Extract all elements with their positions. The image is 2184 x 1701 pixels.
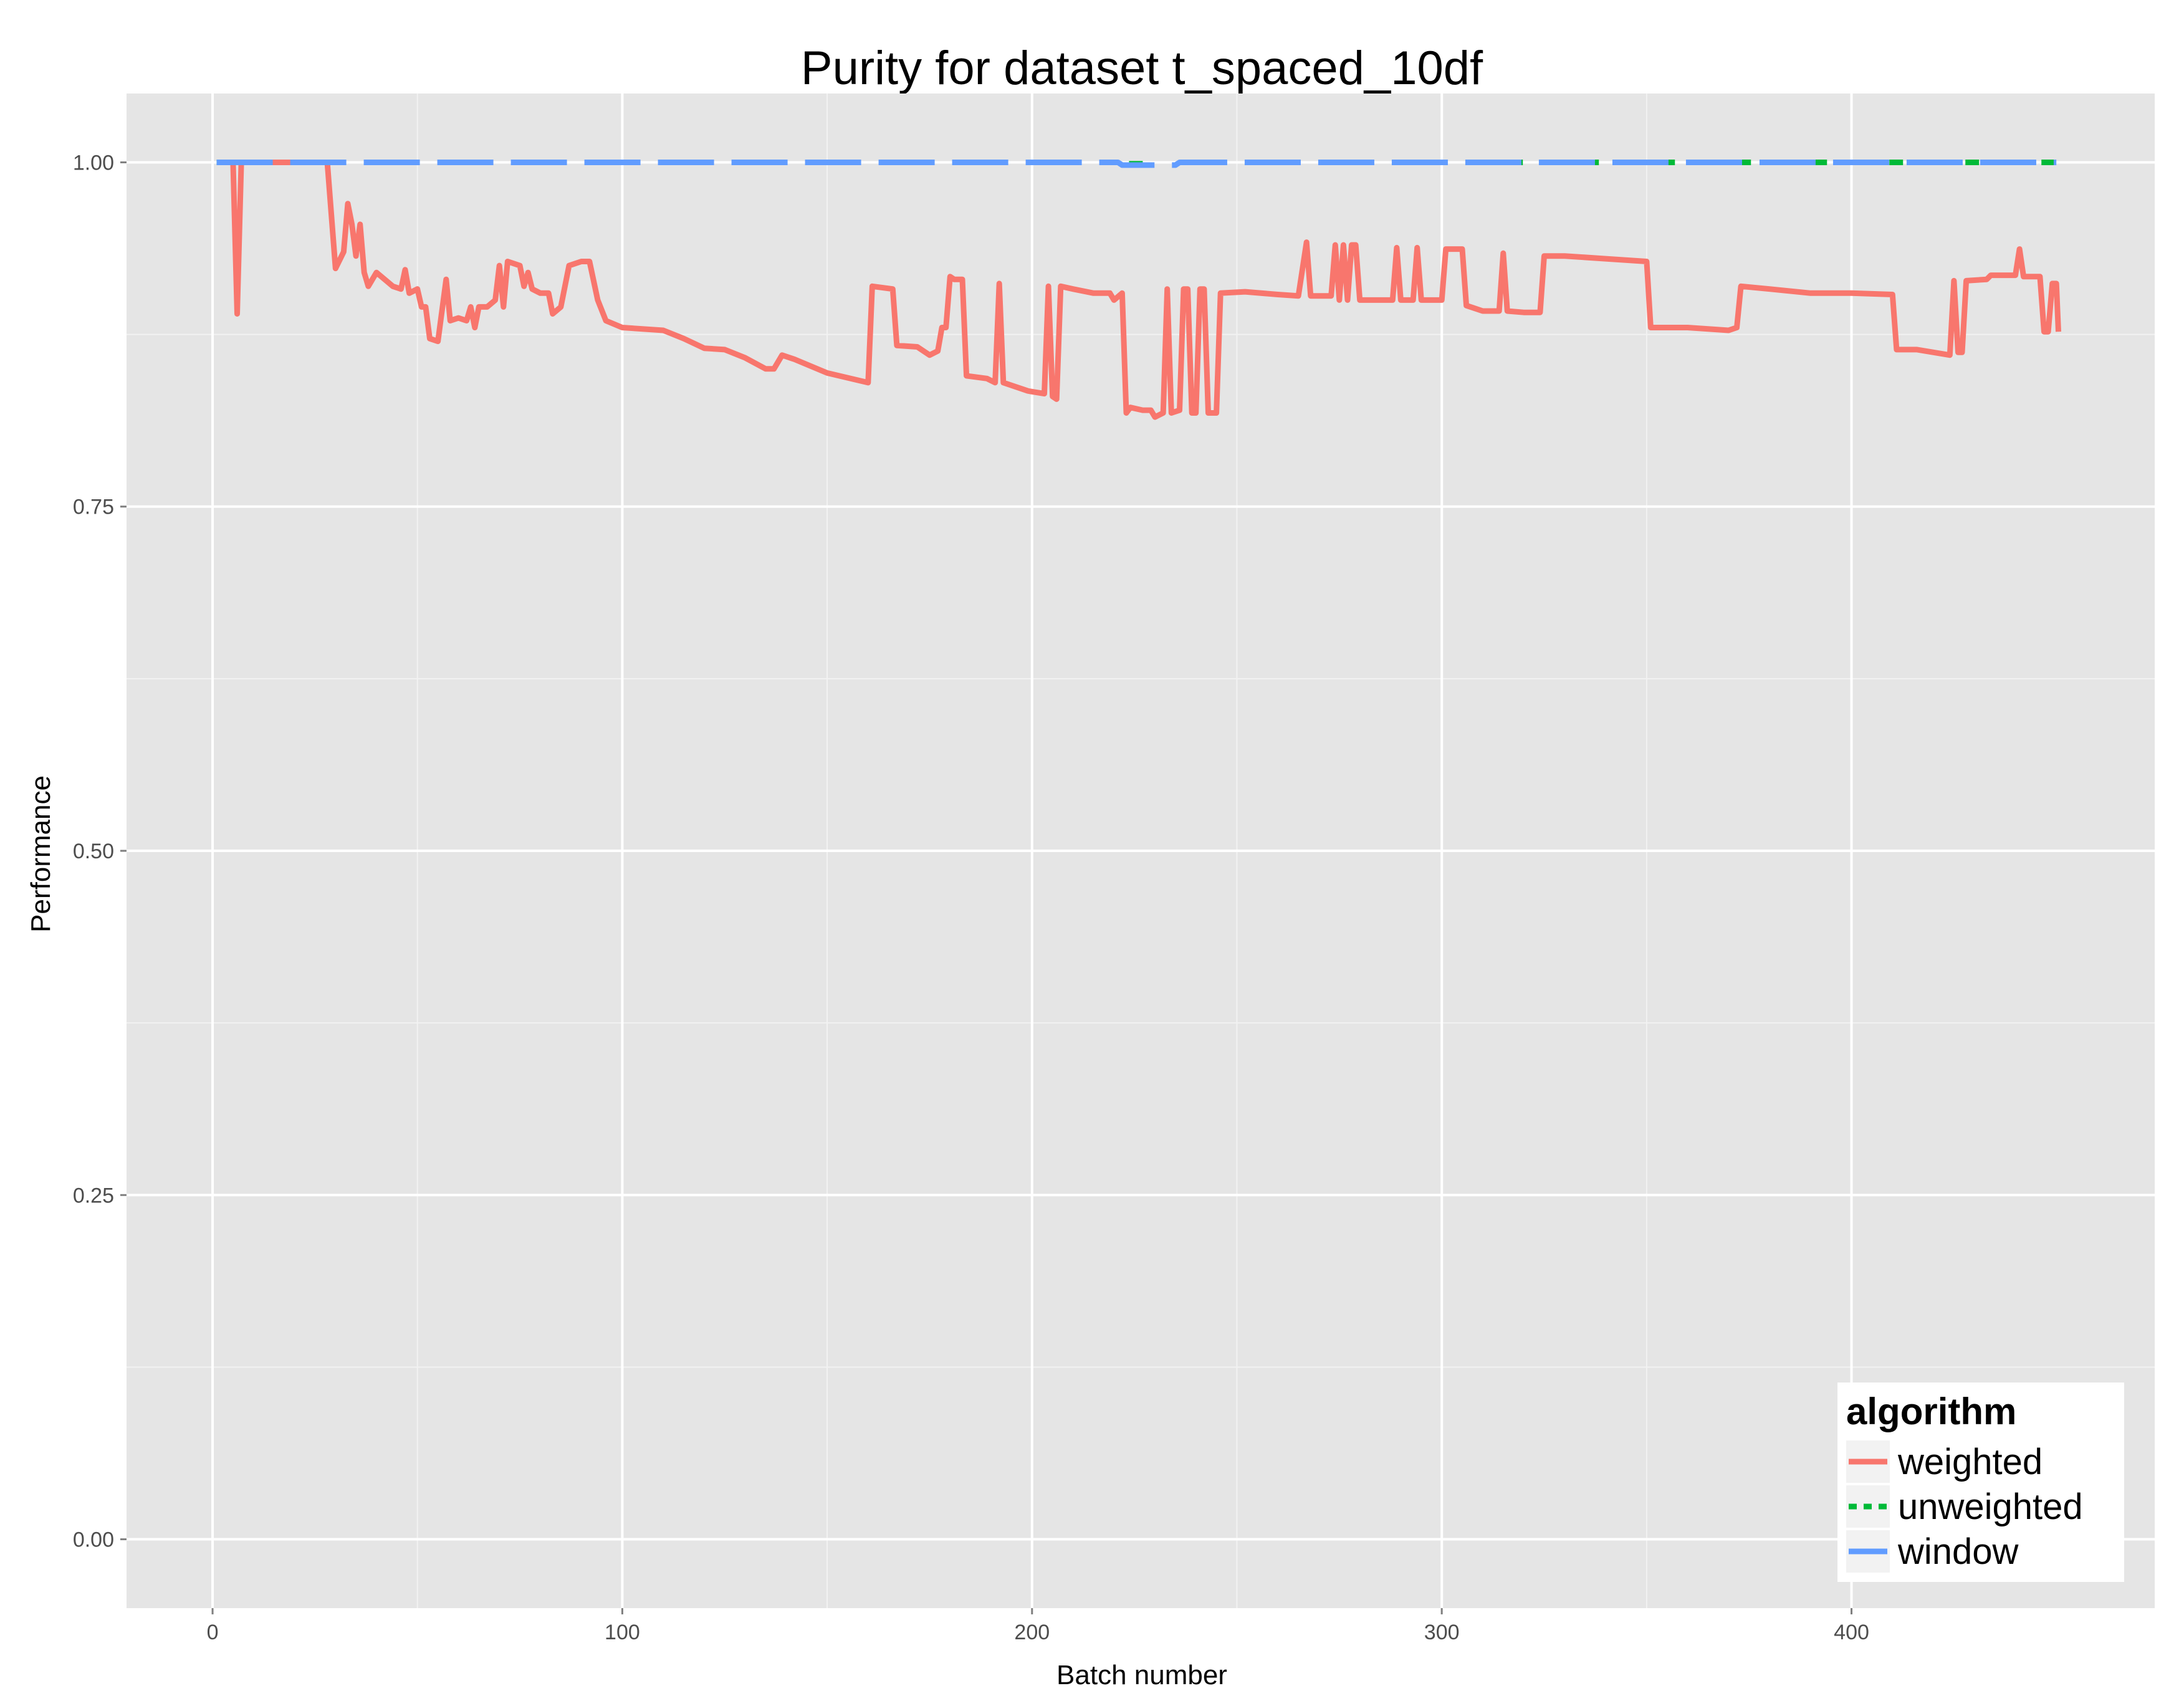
y-tick-label: 0.00 xyxy=(73,1528,114,1552)
series-line-window xyxy=(216,160,2057,168)
y-axis: 0.00 0.25 0.50 0.75 1.00 xyxy=(73,151,127,1552)
y-axis-title: Performance xyxy=(26,775,56,932)
x-tick-label: 400 xyxy=(1834,1621,1869,1644)
legend-title: algorithm xyxy=(1846,1391,2016,1432)
y-tick-label: 0.50 xyxy=(73,840,114,863)
series-layer xyxy=(216,160,2061,420)
x-axis-title: Batch number xyxy=(1056,1660,1227,1690)
series-line-weighted xyxy=(216,160,2061,420)
x-tick-label: 300 xyxy=(1424,1621,1460,1644)
legend-label-unweighted: unweighted xyxy=(1898,1487,2083,1527)
chart-title: Purity for dataset t_spaced_10df xyxy=(801,42,1483,95)
x-axis: 0 100 200 300 400 xyxy=(207,1608,1869,1644)
y-tick-label: 1.00 xyxy=(73,151,114,175)
x-tick-label: 0 xyxy=(207,1621,219,1644)
legend-label-window: window xyxy=(1897,1531,2019,1572)
legend-label-weighted: weighted xyxy=(1897,1442,2043,1482)
y-tick-label: 0.25 xyxy=(73,1184,114,1207)
x-tick-label: 100 xyxy=(605,1621,640,1644)
x-tick-label: 200 xyxy=(1014,1621,1050,1644)
y-tick-label: 0.75 xyxy=(73,496,114,519)
